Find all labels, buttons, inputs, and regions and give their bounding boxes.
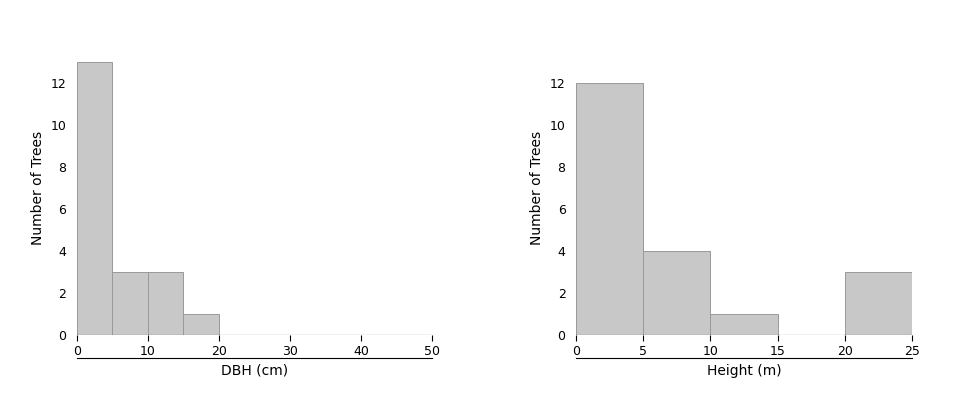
X-axis label: Height (m): Height (m) — [707, 364, 781, 377]
Bar — [183, 314, 219, 335]
Y-axis label: Number of Trees: Number of Trees — [31, 131, 45, 245]
Bar — [148, 272, 183, 335]
Y-axis label: Number of Trees: Number of Trees — [530, 131, 544, 245]
Bar — [845, 272, 912, 335]
Bar — [112, 272, 148, 335]
Bar — [77, 62, 112, 335]
Bar — [710, 314, 778, 335]
Bar — [643, 251, 710, 335]
X-axis label: DBH (cm): DBH (cm) — [221, 364, 288, 377]
Bar — [576, 83, 643, 335]
